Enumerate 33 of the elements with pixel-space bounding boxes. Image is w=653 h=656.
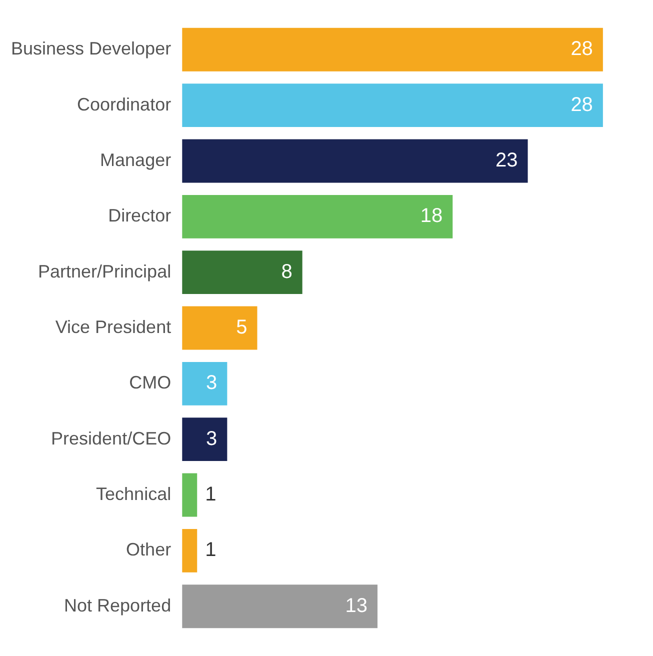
y-tick-label: Business Developer bbox=[10, 38, 172, 59]
data-label: 1 bbox=[205, 539, 216, 562]
bar bbox=[182, 528, 198, 572]
data-label: 5 bbox=[236, 316, 248, 339]
bar bbox=[182, 84, 603, 128]
bar bbox=[182, 139, 528, 183]
bar bbox=[182, 418, 228, 462]
data-label: 23 bbox=[496, 149, 518, 172]
y-tick-label: President/CEO bbox=[51, 428, 172, 448]
data-label: 8 bbox=[281, 260, 292, 283]
bar bbox=[182, 473, 198, 517]
data-label: 18 bbox=[420, 205, 443, 228]
bar bbox=[182, 28, 603, 72]
data-label: 3 bbox=[206, 428, 218, 450]
data-label: 1 bbox=[205, 484, 216, 506]
data-label: 13 bbox=[345, 594, 368, 617]
data-label: 28 bbox=[570, 94, 593, 116]
data-label: 3 bbox=[206, 372, 218, 394]
y-tick-label: Other bbox=[126, 540, 172, 560]
y-tick-label: CMO bbox=[129, 372, 172, 393]
y-tick-label: Partner/Principal bbox=[38, 261, 172, 282]
y-tick-label: Not Reported bbox=[64, 595, 172, 616]
y-tick-label: Coordinator bbox=[77, 94, 172, 114]
bar bbox=[182, 306, 258, 350]
y-tick-label: Director bbox=[108, 206, 172, 226]
data-label: 28 bbox=[570, 38, 593, 60]
y-tick-label: Technical bbox=[96, 484, 172, 504]
bar bbox=[182, 362, 228, 406]
y-tick-label: Vice President bbox=[55, 316, 172, 337]
bar bbox=[182, 250, 302, 294]
y-tick-label: Manager bbox=[100, 150, 172, 170]
bar bbox=[182, 194, 453, 238]
bar bbox=[182, 584, 378, 628]
